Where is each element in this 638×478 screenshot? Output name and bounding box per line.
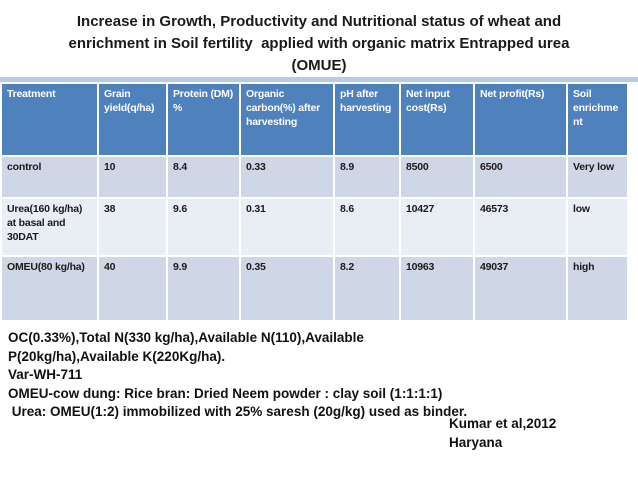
table-cell: 8.4: [166, 155, 241, 199]
table-header-row: Treatment Grain yield(q/ha) Protein (DM)…: [0, 82, 629, 157]
title-line-1: Increase in Growth, Productivity and Nut…: [76, 13, 562, 30]
column-header-net-input-cost: Net input cost(Rs): [399, 82, 475, 157]
table-cell: high: [566, 255, 629, 322]
column-header-treatment: Treatment: [0, 82, 99, 157]
table-cell: 38: [97, 197, 168, 257]
table-cell: 8.9: [333, 155, 401, 199]
column-header-protein: Protein (DM) %: [166, 82, 241, 157]
table-cell: control: [0, 155, 99, 199]
citation: Kumar et al,2012 Haryana: [449, 415, 556, 452]
table-cell: 49037: [473, 255, 568, 322]
table-cell: 9.9: [166, 255, 241, 322]
table-cell: 9.6: [166, 197, 241, 257]
table-cell: 0.35: [239, 255, 335, 322]
title-line-2: enrichment in Soil fertility applied wit…: [68, 35, 570, 52]
table-cell: 40: [97, 255, 168, 322]
table-cell: Very low: [566, 155, 629, 199]
table-cell: 8.2: [333, 255, 401, 322]
footnote-line-5: Urea: OMEU(1:2) immobilized with 25% sar…: [8, 404, 468, 419]
title-line-3: (OMUE): [291, 57, 347, 74]
table-cell: OMEU(80 kg/ha): [0, 255, 99, 322]
table-row-omeu: OMEU(80 kg/ha) 40 9.9 0.35 8.2 10963 490…: [0, 255, 629, 322]
table-cell: 6500: [473, 155, 568, 199]
footnote-line-4: OMEU-cow dung: Rice bran: Dried Neem pow…: [8, 385, 443, 401]
results-table: Treatment Grain yield(q/ha) Protein (DM)…: [0, 82, 629, 322]
column-header-soil-enrichment: Soil enrichment: [566, 82, 629, 157]
footnote-line-2: P(20kg/ha),Available K(220Kg/ha).: [8, 348, 226, 364]
table-cell: 10963: [399, 255, 475, 322]
table-row-control: control 10 8.4 0.33 8.9 8500 6500 Very l…: [0, 155, 629, 199]
table-cell: Urea(160 kg/ha) at basal and 30DAT: [0, 197, 99, 257]
footnotes: OC(0.33%),Total N(330 kg/ha),Available N…: [8, 329, 508, 422]
table-cell: low: [566, 197, 629, 257]
table-cell: 46573: [473, 197, 568, 257]
table-cell: 8.6: [333, 197, 401, 257]
table-top-border: [0, 77, 638, 82]
table-cell: 0.33: [239, 155, 335, 199]
table-cell: 0.31: [239, 197, 335, 257]
citation-region: Haryana: [449, 434, 503, 450]
column-header-net-profit: Net profit(Rs): [473, 82, 568, 157]
table-cell: 10427: [399, 197, 475, 257]
table-cell: 10: [97, 155, 168, 199]
citation-source: Kumar et al,2012: [449, 416, 557, 431]
column-header-grain-yield: Grain yield(q/ha): [97, 82, 168, 157]
column-header-organic-carbon: Organic carbon(%) after harvesting: [239, 82, 335, 157]
page-title: Increase in Growth, Productivity and Nut…: [0, 11, 638, 77]
footnote-line-3: Var-WH-711: [8, 367, 83, 382]
table-row-urea: Urea(160 kg/ha) at basal and 30DAT 38 9.…: [0, 197, 629, 257]
column-header-ph: pH after harvesting: [333, 82, 401, 157]
table-cell: 8500: [399, 155, 475, 199]
footnote-line-1: OC(0.33%),Total N(330 kg/ha),Available N…: [8, 330, 364, 345]
